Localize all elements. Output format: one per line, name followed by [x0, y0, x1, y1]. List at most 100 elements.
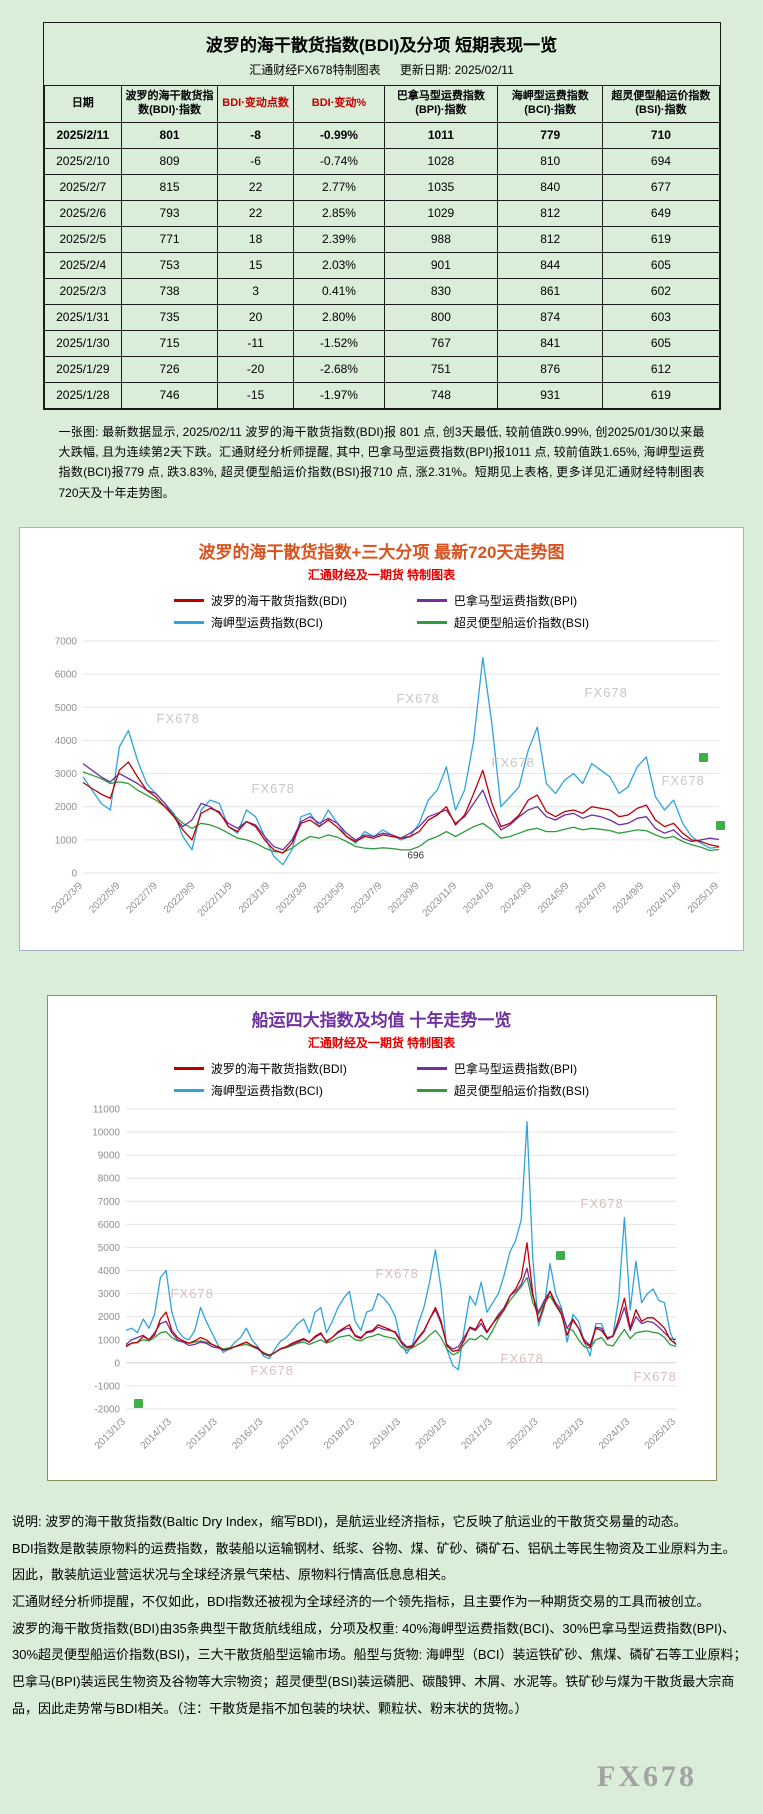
table-cell: 2025/1/29 — [43, 355, 123, 383]
table-cell: 810 — [497, 147, 604, 175]
series-line-bdi — [82, 761, 719, 854]
table-cell: 619 — [602, 225, 720, 253]
x-tick-label: 2017/1/3 — [276, 1416, 312, 1452]
legend-swatch-bdi — [173, 1067, 204, 1071]
legend-swatch-bci — [173, 621, 204, 625]
table-cell: 602 — [602, 277, 720, 305]
legend-label-bpi: 巴拿马型运费指数(BPI) — [453, 1062, 578, 1077]
series-line-bdi — [125, 1242, 676, 1357]
y-tick-label: 7000 — [54, 637, 77, 648]
table-cell: 3 — [216, 277, 295, 305]
footer-line: BDI指数是散装原物料的运费指数，散装船以运输钢材、纸浆、谷物、煤、矿砂、磷矿石… — [12, 1540, 736, 1556]
table-cell: 2025/2/11 — [43, 121, 123, 149]
x-tick-label: 2023/1/9 — [236, 880, 272, 916]
x-tick-label: 2015/1/3 — [184, 1416, 220, 1452]
table-cell: -0.74% — [293, 147, 385, 175]
table-row: 2025/2/10 809 -6 -0.74% 1028 810 694 — [43, 147, 720, 175]
table-row: 2025/2/4 753 15 2.03% 901 844 605 — [43, 251, 720, 279]
table-cell: 793 — [121, 199, 218, 227]
footer-line: 波罗的海干散货指数(BDI)由35条典型干散货航线组成，分项及权重: 40%海岬… — [12, 1620, 747, 1716]
legend-swatch-bdi — [173, 599, 204, 603]
chart1-legend: 波罗的海干散货指数(BDI) 巴拿马型运费指数(BPI) 海岬型运费指数(BCI) 超… — [30, 592, 733, 631]
table-cell: 1011 — [383, 121, 499, 149]
table-cell: 746 — [121, 381, 218, 409]
footer-line: 汇通财经分析师提醒，不仅如此，BDI指数还被视为全球经济的一个领先指标，且主要作… — [12, 1593, 710, 1609]
y-tick-label: 4000 — [97, 1266, 120, 1277]
green-marker-icon — [715, 821, 725, 831]
green-marker-icon — [133, 1399, 143, 1409]
y-tick-label: 7000 — [97, 1197, 120, 1208]
x-tick-label: 2022/9/9 — [162, 880, 198, 916]
green-marker-icon — [698, 753, 708, 763]
table-cell: 2025/2/5 — [43, 225, 123, 253]
table-cell: 726 — [121, 355, 218, 383]
table-cell: 748 — [383, 381, 499, 409]
table-cell: -6 — [216, 147, 295, 175]
x-tick-label: 2021/1/3 — [459, 1416, 495, 1452]
chart1-subtitle: 汇通财经及一期货 特制图表 — [307, 568, 456, 583]
table-cell: 612 — [602, 355, 720, 383]
table-cell: 2.80% — [293, 303, 385, 331]
table-cell: 751 — [383, 355, 499, 383]
table-cell: 767 — [383, 329, 499, 357]
chart-10year-box: 船运四大指数及均值 十年走势一览 汇通财经及一期货 特制图表 波罗的海干散货指数… — [46, 995, 717, 1482]
legend-swatch-bsi — [416, 621, 447, 625]
legend-item-bpi: 巴拿马型运费指数(BPI) — [416, 1060, 589, 1077]
y-tick-label: 11000 — [92, 1105, 120, 1116]
table-cell: 22 — [216, 173, 295, 201]
y-tick-label: 6000 — [54, 670, 77, 681]
legend-item-bpi: 巴拿马型运费指数(BPI) — [416, 592, 589, 609]
table-cell: -11 — [216, 329, 295, 357]
table-cell: 735 — [121, 303, 218, 331]
legend-item-bdi: 波罗的海干散货指数(BDI) — [173, 592, 347, 609]
table-cell: 840 — [497, 173, 604, 201]
table-cell: -8 — [216, 121, 295, 149]
x-tick-label: 2023/5/9 — [311, 880, 347, 916]
table-cell: 861 — [497, 277, 604, 305]
page: { "page": { "watermark": "FX678" }, "col… — [0, 22, 763, 1795]
x-tick-label: 2023/3/9 — [274, 880, 310, 916]
table-cell: 2025/1/30 — [43, 329, 123, 357]
x-tick-label: 2019/1/3 — [367, 1416, 403, 1452]
x-tick-label: 2018/1/3 — [322, 1416, 358, 1452]
y-tick-label: 0 — [71, 869, 77, 880]
table-cell: 738 — [121, 277, 218, 305]
table-update-date: 更新日期: 2025/02/11 — [399, 63, 514, 77]
bdi-table: 日期 波罗的海干散货指数(BDI)·指数 BDI·变动点数 BDI·变动% 巴拿马型运费… — [43, 85, 720, 409]
legend-label-bdi: 波罗的海干散货指数(BDI) — [210, 1062, 347, 1077]
table-subtitle: 汇通财经FX678特制图表 更新日期: 2025/02/11 — [44, 58, 720, 85]
table-cell: 1035 — [383, 173, 499, 201]
footer-line: 因此，散装航运业营运状况与全球经济景气荣枯、原物料行情高低息息相关。 — [12, 1567, 455, 1583]
y-tick-label: -2000 — [94, 1405, 120, 1416]
table-cell: 677 — [602, 173, 720, 201]
y-tick-label: 2000 — [54, 802, 77, 813]
table-header-row: 日期 波罗的海干散货指数(BDI)·指数 BDI·变动点数 BDI·变动% 巴拿马型运费… — [43, 85, 720, 123]
chart2-plot: -2000 -1000 0 1000 2000 3000 4000 5000 6000 7000 8… — [76, 1101, 688, 1478]
table-cell: 815 — [121, 173, 218, 201]
table-cell: 2025/2/10 — [43, 147, 123, 175]
y-tick-label: 8000 — [97, 1174, 120, 1185]
table-body: 2025/2/11 801 -8 -0.99% 1011 779 710 2025/2/10 8… — [43, 121, 720, 409]
table-cell: 15 — [216, 251, 295, 279]
green-marker-icon — [555, 1251, 565, 1261]
footer-notes: 说明: 波罗的海干散货指数(Baltic Dry Index，缩写BDI)，是航… — [12, 1509, 751, 1722]
chart2-legend: 波罗的海干散货指数(BDI) 巴拿马型运费指数(BPI) 海岬型运费指数(BCI) 超… — [62, 1060, 702, 1099]
table-cell: 830 — [383, 277, 499, 305]
table-cell: 715 — [121, 329, 218, 357]
x-tick-label: 2022/3/9 — [49, 880, 85, 916]
x-tick-label: 2016/1/3 — [230, 1416, 266, 1452]
x-tick-label: 2023/9/9 — [386, 880, 422, 916]
table-cell: 841 — [497, 329, 604, 357]
table-cell: 2025/1/28 — [43, 381, 123, 409]
table-cell: 901 — [383, 251, 499, 279]
legend-swatch-bpi — [416, 599, 447, 603]
legend-label-bsi: 超灵便型船运价指数(BSI) — [453, 1084, 590, 1099]
x-tick-label: 2020/1/3 — [413, 1416, 449, 1452]
table-cell: 649 — [602, 199, 720, 227]
chart2-subtitle: 汇通财经及一期货 特制图表 — [307, 1036, 456, 1051]
table-cell: 779 — [497, 121, 604, 149]
table-cell: 22 — [216, 199, 295, 227]
table-row: 2025/2/7 815 22 2.77% 1035 840 677 — [43, 173, 720, 201]
table-cell: 20 — [216, 303, 295, 331]
